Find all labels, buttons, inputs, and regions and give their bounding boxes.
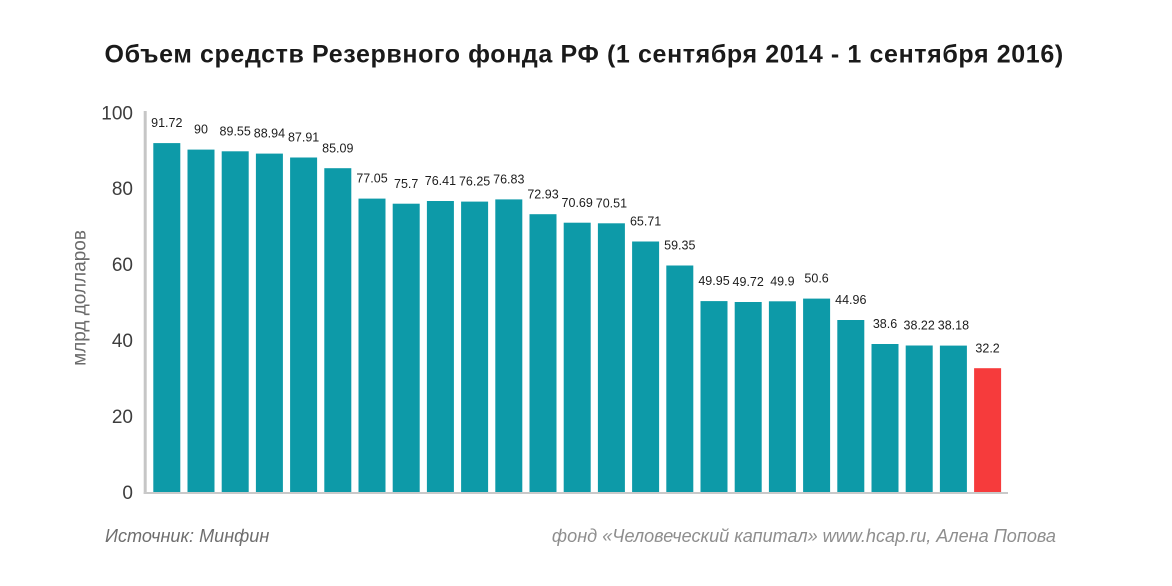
svg-text:38.6: 38.6 xyxy=(873,317,897,331)
svg-text:59.35: 59.35 xyxy=(664,239,695,253)
svg-text:77.05: 77.05 xyxy=(356,172,387,186)
svg-text:75.7: 75.7 xyxy=(394,177,418,191)
svg-text:32.2: 32.2 xyxy=(975,341,999,355)
svg-text:65.71: 65.71 xyxy=(630,215,661,229)
svg-text:0: 0 xyxy=(122,483,133,504)
svg-text:фонд «Человеческий капитал» ww: фонд «Человеческий капитал» www.hcap.ru,… xyxy=(552,526,1056,546)
svg-text:76.25: 76.25 xyxy=(459,175,490,189)
svg-text:85.09: 85.09 xyxy=(322,141,353,155)
svg-text:90: 90 xyxy=(194,123,208,137)
svg-text:49.9: 49.9 xyxy=(770,274,794,288)
svg-text:87.91: 87.91 xyxy=(288,131,319,145)
svg-text:60: 60 xyxy=(112,255,133,276)
svg-text:70.69: 70.69 xyxy=(562,196,593,210)
svg-text:49.72: 49.72 xyxy=(733,275,764,289)
svg-text:20: 20 xyxy=(112,407,133,428)
svg-text:млрд долларов: млрд долларов xyxy=(70,230,91,366)
svg-text:89.55: 89.55 xyxy=(220,124,251,138)
svg-text:38.18: 38.18 xyxy=(938,319,969,333)
svg-text:Объем средств Резервного фонда: Объем средств Резервного фонда РФ (1 сен… xyxy=(105,40,1064,68)
svg-text:40: 40 xyxy=(112,331,133,352)
svg-text:100: 100 xyxy=(101,103,133,124)
svg-text:49.95: 49.95 xyxy=(698,274,729,288)
svg-text:44.96: 44.96 xyxy=(835,293,866,307)
svg-text:91.72: 91.72 xyxy=(151,116,182,130)
svg-text:88.94: 88.94 xyxy=(254,127,285,141)
svg-text:38.22: 38.22 xyxy=(904,319,935,333)
svg-text:76.83: 76.83 xyxy=(493,173,524,187)
svg-text:80: 80 xyxy=(112,179,133,200)
svg-text:Источник: Минфин: Источник: Минфин xyxy=(105,526,269,546)
svg-text:72.93: 72.93 xyxy=(527,187,558,201)
svg-text:76.41: 76.41 xyxy=(425,174,456,188)
svg-text:70.51: 70.51 xyxy=(596,196,627,210)
svg-text:50.6: 50.6 xyxy=(804,272,828,286)
